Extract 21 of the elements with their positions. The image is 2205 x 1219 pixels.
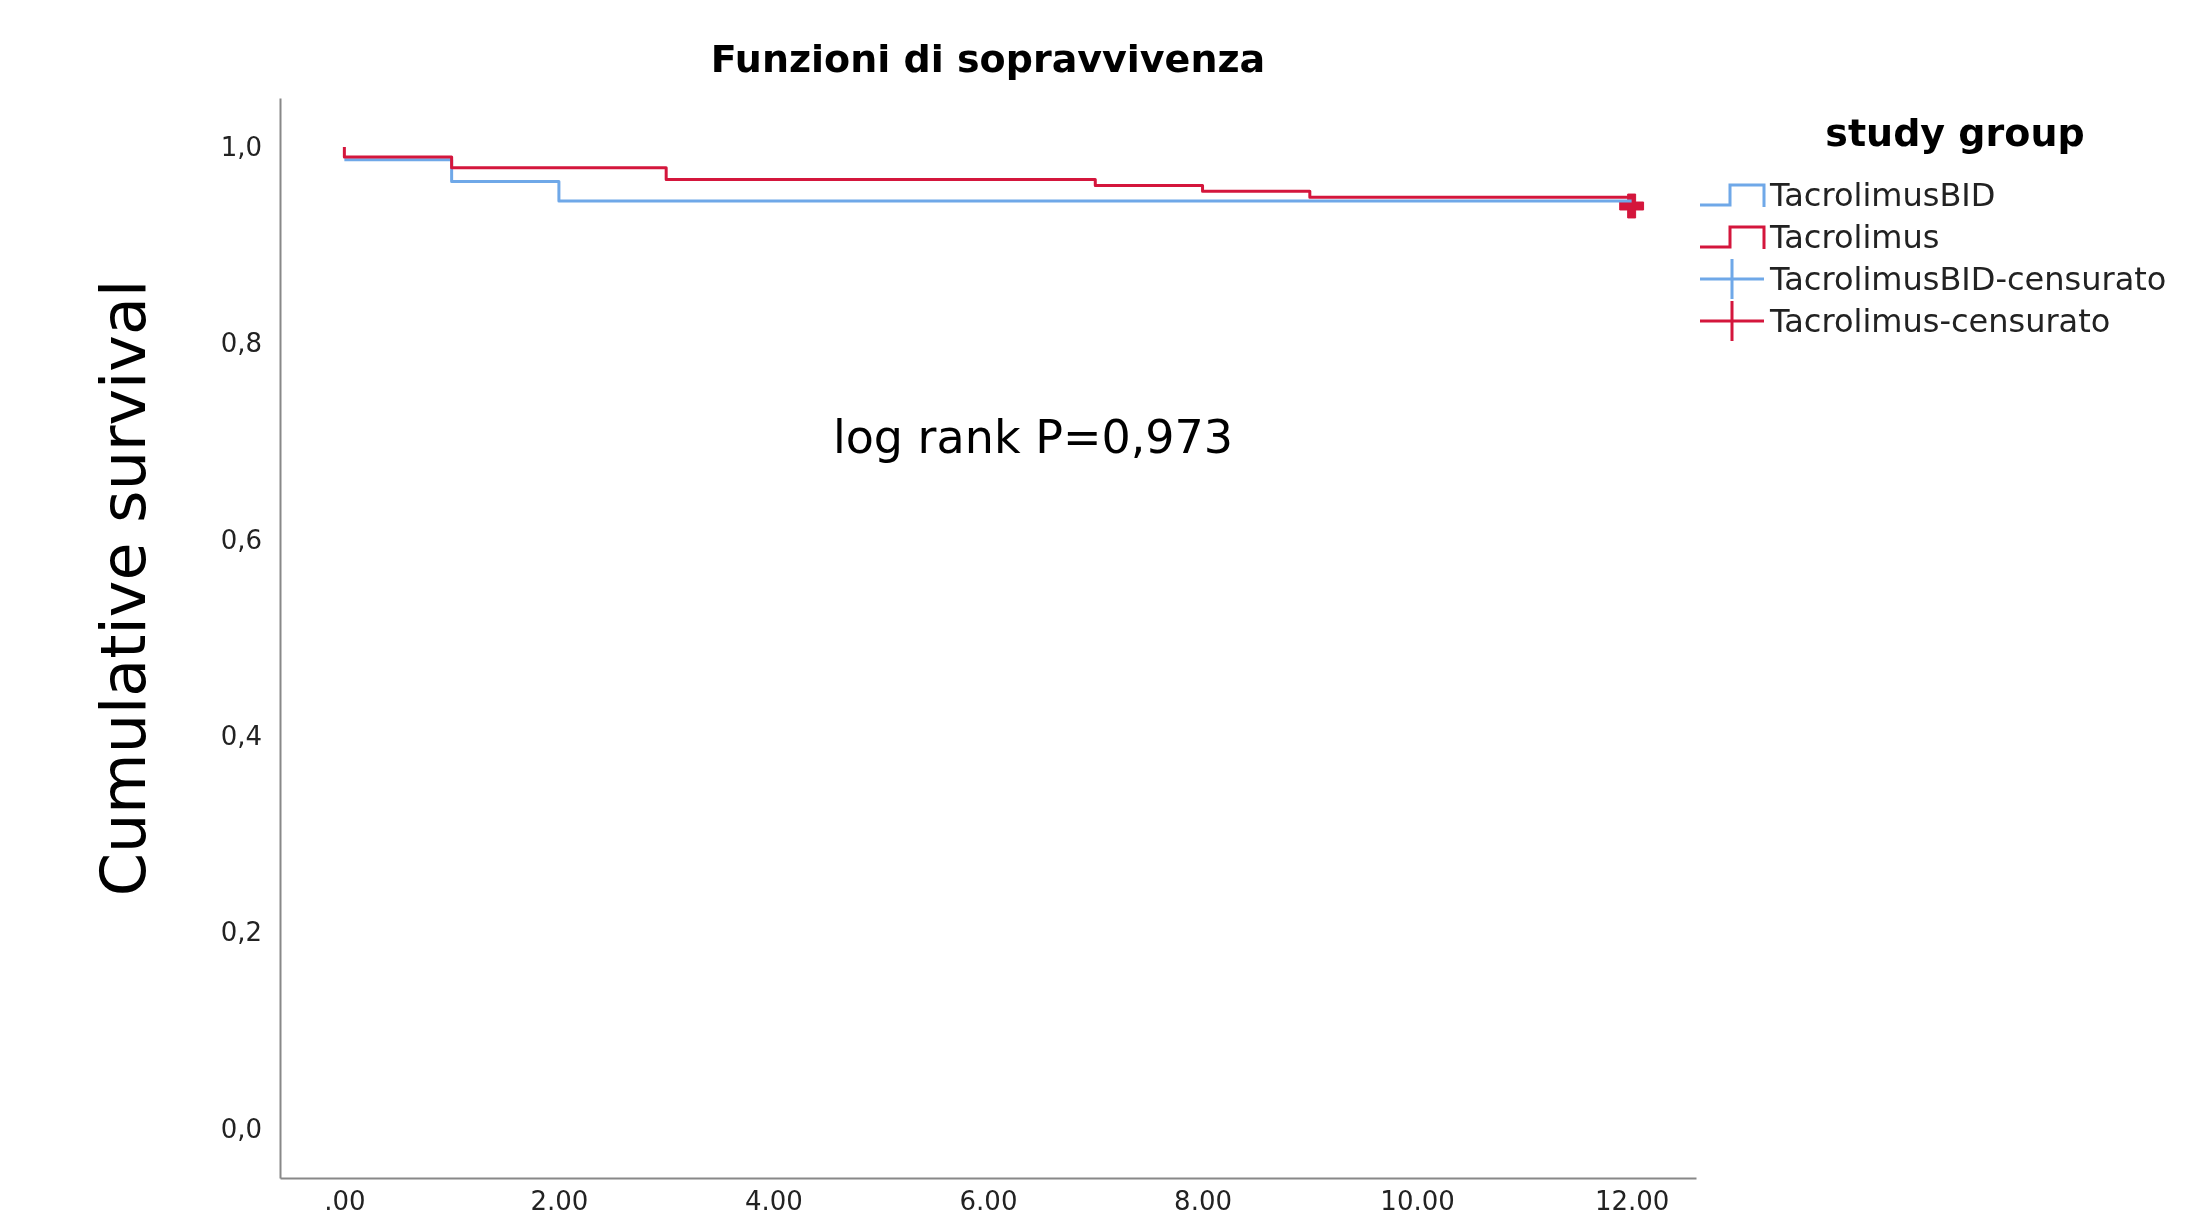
x-tick-label: 4.00 [745,1186,803,1217]
chart-title: Funzioni di sopravvivenza [710,37,1266,81]
legend-label: TacrolimusBID [1769,176,1996,214]
annotation: log rank P=0,973 [832,410,1234,464]
y-tick-label: 0,4 [220,721,262,751]
y-tick-label: 0,2 [220,917,262,948]
legend-title: study group [1825,111,2085,155]
y-tick-label: 1,0 [220,131,262,162]
legend-label: Tacrolimus-censurato [1769,302,2111,340]
y-tick-label: 0,0 [220,1113,262,1144]
x-tick-label: .00 [324,1186,366,1217]
x-tick-label: 8.00 [1174,1186,1232,1217]
x-tick-label: 10.00 [1380,1186,1455,1217]
legend-label: TacrolimusBID-censurato [1769,260,2167,298]
y-axis-title: Cumulative survival [87,279,160,897]
y-tick-label: 0,6 [220,524,262,555]
x-tick-label: 12.00 [1594,1186,1670,1217]
y-tick-label: 0,8 [220,328,262,359]
legend-label: Tacrolimus [1769,218,1940,256]
x-tick-label: 2.00 [530,1186,589,1217]
x-tick-label: 6.00 [959,1186,1018,1217]
